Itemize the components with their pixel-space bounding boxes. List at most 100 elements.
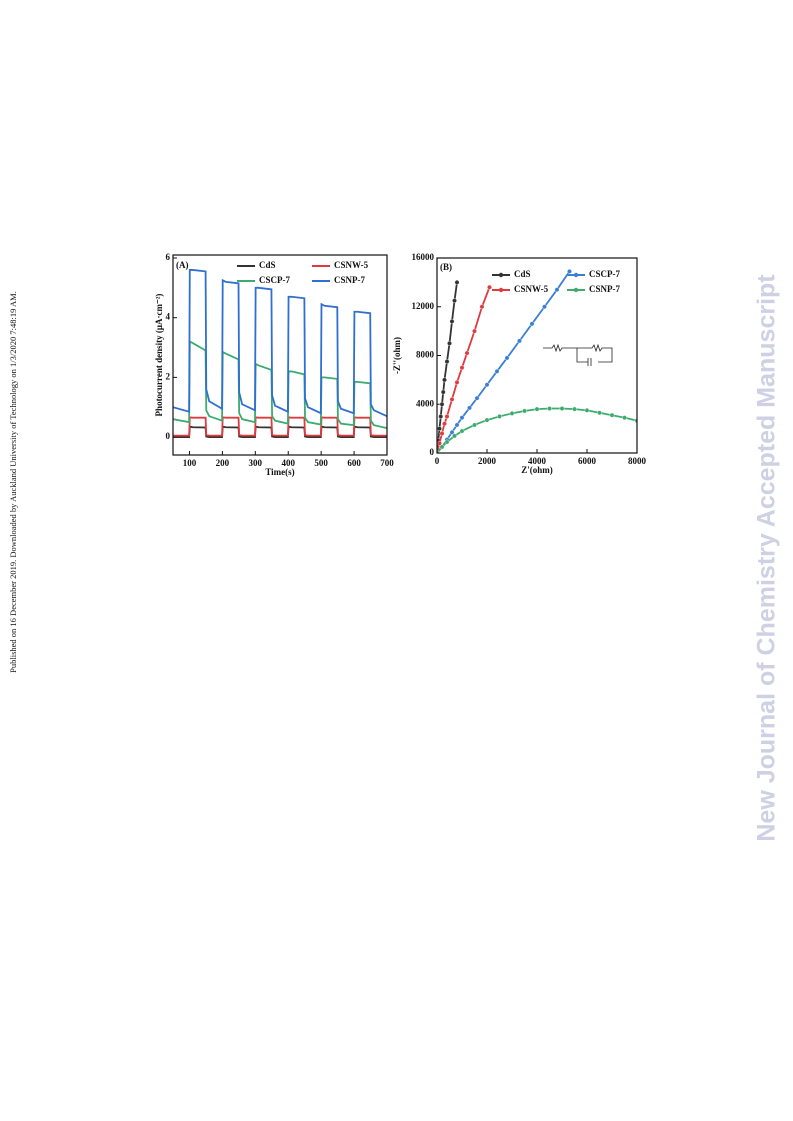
series-line [173,269,387,418]
data-point [454,379,460,385]
data-point [439,444,445,450]
data-point [542,304,547,310]
legend-marker [498,272,504,278]
data-point [497,414,502,419]
legend-label: CSNW-5 [514,284,549,294]
data-point [438,414,444,419]
x-tick-label: 400 [281,458,295,468]
data-point [449,396,455,402]
data-point [597,410,602,416]
x-tick-label: 300 [249,458,263,468]
series-line [437,286,491,453]
data-point [442,421,447,427]
y-tick-label: 12000 [412,301,435,311]
y-tick-label: 0 [166,431,171,441]
data-point [479,304,485,310]
data-point [444,359,450,364]
x-tick-label: 2000 [478,456,497,466]
data-point [449,429,455,435]
series-line [173,416,387,437]
data-point [447,340,452,346]
data-point [454,422,460,428]
data-point [534,406,540,412]
data-point [454,279,460,285]
y-tick-label: 2 [166,371,171,381]
data-point [452,298,457,304]
y-tick-label: 0 [430,447,435,457]
data-point [472,328,477,334]
data-point [484,417,490,423]
data-point [529,321,535,327]
x-tick-label: 4000 [528,456,547,466]
legend-marker [573,272,579,278]
watermark: New Journal of Chemistry Accepted Manusc… [753,274,781,842]
legend-label: CdS [514,269,531,279]
data-point [442,377,447,383]
data-point [439,431,445,436]
data-point [584,407,590,413]
data-point [444,439,450,445]
data-point [440,389,446,395]
series-line [437,407,637,453]
data-point [459,365,465,371]
data-point [517,338,522,344]
x-axis-label: Time(s) [265,467,294,477]
legend-label: CSNP-7 [334,275,365,285]
y-axis-label: Photocurrent density (μA·cm⁻²) [154,294,164,417]
series-line [437,270,571,453]
plot-area [437,269,637,453]
data-point [472,422,477,428]
legend-marker [573,287,579,293]
y-tick-label: 8000 [416,350,435,360]
x-tick-label: 8000 [628,456,647,466]
plot-area [173,269,387,438]
y-tick-label: 4 [166,312,171,322]
panel-label: (B) [440,262,452,272]
data-point [567,269,572,274]
data-point [547,406,552,411]
data-point [474,395,480,401]
data-point [459,415,465,421]
data-point [449,318,455,324]
circuit-icon [543,343,613,366]
x-tick-label: 6000 [578,456,597,466]
data-point [459,428,465,434]
plot-frame [436,257,638,454]
legend-label: CSNP-7 [589,284,620,294]
legend-marker [498,287,504,293]
data-point [484,382,490,388]
data-point [554,287,560,293]
y-tick-label: 16000 [412,252,435,262]
x-tick-label: 0 [435,456,440,466]
y-axis-label: -Z''(ohm) [392,337,402,374]
data-point [452,433,457,439]
x-tick-label: 100 [183,458,197,468]
x-tick-label: 200 [216,458,230,468]
data-point [439,401,445,407]
series-line [173,340,387,430]
legend-label: CSNW-5 [334,260,369,270]
data-point [494,368,500,374]
x-tick-label: 600 [347,458,361,468]
x-tick-label: 500 [314,458,328,468]
data-point [464,350,470,356]
data-point [572,406,577,412]
plot-frame [172,254,388,456]
data-point [509,410,515,416]
data-point [622,415,627,421]
data-point [504,355,510,361]
y-tick-label: 4000 [416,398,435,408]
y-tick-label: 6 [166,252,171,262]
series-line [173,425,387,438]
data-point [522,408,527,414]
data-point [609,412,615,418]
data-point [467,405,472,411]
x-axis-label: Z'(ohm) [521,465,553,475]
margin-note: Published on 16 December 2019. Downloade… [8,291,18,673]
legend-label: CSCP-7 [589,269,620,279]
x-tick-label: 700 [380,458,394,468]
data-point [559,406,565,411]
data-point [437,426,442,432]
